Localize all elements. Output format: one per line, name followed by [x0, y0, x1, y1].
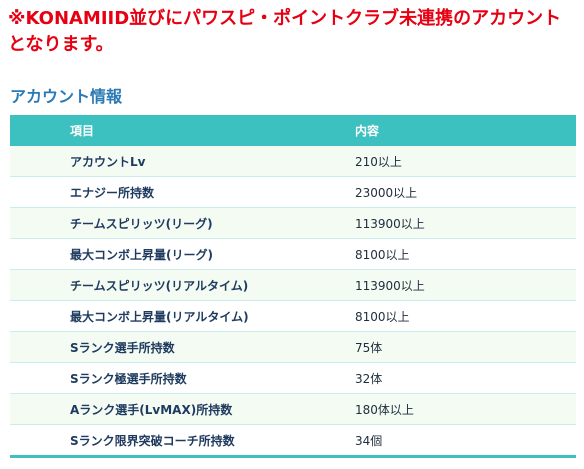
table-row: Sランク選手所持数 75体	[10, 331, 576, 363]
row-item: Sランク限界突破コーチ所持数	[10, 424, 355, 457]
table-row: アカウントLv 210以上	[10, 146, 576, 177]
table-row: チームスピリッツ(リーグ) 113900以上	[10, 207, 576, 239]
header-item: 項目	[10, 115, 355, 146]
table-row: エナジー所持数 23000以上	[10, 176, 576, 208]
row-value: 210以上	[355, 146, 576, 177]
row-value: 8100以上	[355, 300, 576, 332]
row-value: 8100以上	[355, 238, 576, 270]
table-row: Aランク選手(LvMAX)所持数 180体以上	[10, 393, 576, 425]
row-item: 最大コンボ上昇量(リアルタイム)	[10, 300, 355, 332]
table-row: 最大コンボ上昇量(リーグ) 8100以上	[10, 238, 576, 270]
table-row: 最大コンボ上昇量(リアルタイム) 8100以上	[10, 300, 576, 332]
row-item: Sランク選手所持数	[10, 331, 355, 363]
row-item: チームスピリッツ(リーグ)	[10, 207, 355, 239]
row-item: Sランク極選手所持数	[10, 362, 355, 394]
unlinked-account-notice: ※KONAMIID並びにパワスピ・ポイントクラブ未連携のアカウント となります。	[8, 6, 578, 58]
row-item: 最大コンボ上昇量(リーグ)	[10, 238, 355, 270]
row-item: チームスピリッツ(リアルタイム)	[10, 269, 355, 301]
row-value: 113900以上	[355, 207, 576, 239]
row-value: 34個	[355, 424, 576, 457]
row-value: 32体	[355, 362, 576, 394]
header-value: 内容	[355, 115, 576, 146]
row-value: 113900以上	[355, 269, 576, 301]
row-item: Aランク選手(LvMAX)所持数	[10, 393, 355, 425]
row-item: エナジー所持数	[10, 176, 355, 208]
table-row: Sランク限界突破コーチ所持数 34個	[10, 424, 576, 457]
row-value: 75体	[355, 331, 576, 363]
notice-line-1: ※KONAMIID並びにパワスピ・ポイントクラブ未連携のアカウント	[8, 8, 562, 29]
account-info-table: 項目 内容 アカウントLv 210以上 エナジー所持数 23000以上 チームス…	[10, 115, 576, 458]
notice-line-2: となります。	[8, 34, 114, 55]
section-title: アカウント情報	[10, 87, 123, 106]
row-value: 23000以上	[355, 176, 576, 208]
table-row: Sランク極選手所持数 32体	[10, 362, 576, 394]
row-item: アカウントLv	[10, 146, 355, 177]
table-row: チームスピリッツ(リアルタイム) 113900以上	[10, 269, 576, 301]
table-header-row: 項目 内容	[10, 115, 576, 146]
row-value: 180体以上	[355, 393, 576, 425]
